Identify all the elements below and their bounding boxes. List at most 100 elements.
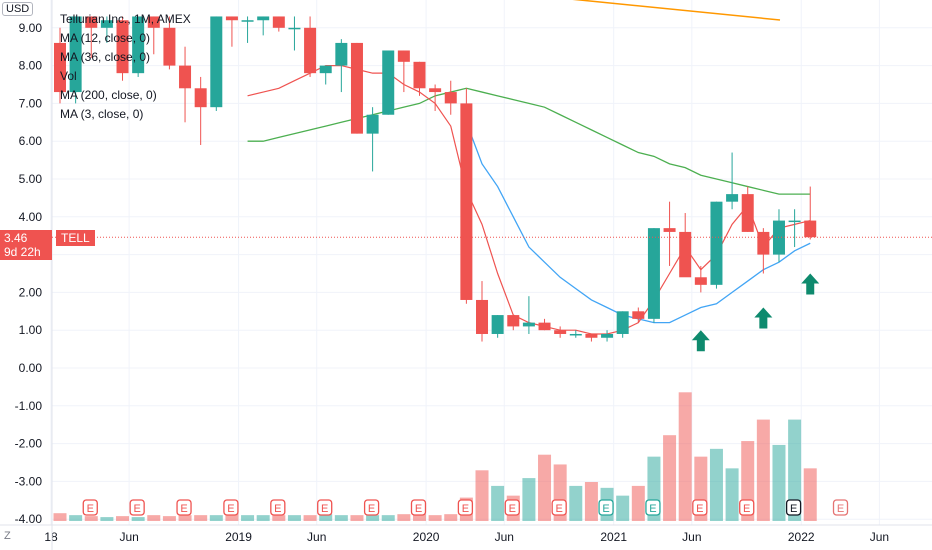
- earnings-label: E: [696, 503, 703, 515]
- volume-bar: [147, 515, 161, 521]
- volume-bar: [272, 515, 286, 521]
- bar-countdown: 9d 22h: [4, 245, 41, 259]
- earnings-marker: [82, 499, 98, 516]
- volume-bar: [444, 514, 458, 521]
- candle-body: [413, 61, 426, 89]
- candle-body: [647, 228, 660, 319]
- earnings-marker: [739, 499, 755, 516]
- volume-bar: [100, 517, 114, 521]
- y-tick-label: 8.00: [19, 59, 43, 73]
- volume-bar: [522, 478, 536, 521]
- y-tick-label: 1.00: [19, 323, 43, 337]
- y-tick-label: 4.00: [19, 210, 43, 224]
- candle-body: [491, 315, 504, 334]
- x-tick-label: Jun: [495, 530, 514, 544]
- signal-arrow: [691, 330, 710, 352]
- earnings-marker: [129, 499, 145, 516]
- earnings-label: E: [837, 503, 844, 515]
- earnings-label: E: [368, 503, 375, 515]
- candle-body: [554, 330, 567, 334]
- legend-item-ma3[interactable]: MA (3, close, 0): [60, 107, 144, 121]
- volume-bar: [412, 514, 426, 521]
- candle-body: [225, 16, 238, 21]
- legend-title: Tellurian Inc., 1M, AMEX: [60, 12, 191, 26]
- volume-bar: [538, 454, 552, 521]
- earnings-marker: [645, 499, 661, 516]
- y-tick-label: 6.00: [19, 134, 43, 148]
- volume-bar: [241, 515, 255, 521]
- volume-bar: [350, 515, 364, 521]
- z-button[interactable]: Z: [4, 530, 11, 542]
- candle-body: [460, 103, 473, 300]
- volume-bar: [225, 513, 239, 521]
- legend-item-ma12[interactable]: MA (12, close, 0): [60, 31, 151, 45]
- candle-body: [397, 50, 410, 62]
- volume-bar: [53, 513, 67, 521]
- earnings-label: E: [227, 503, 234, 515]
- candle-body: [194, 88, 207, 108]
- y-tick-label: 0.00: [19, 361, 43, 375]
- x-tick-label: Jun: [307, 530, 326, 544]
- candle-body: [319, 65, 332, 74]
- earnings-marker: [598, 499, 614, 516]
- currency-label: USD: [2, 2, 34, 16]
- volume-bar: [678, 392, 692, 521]
- candle-body: [741, 194, 754, 232]
- earnings-marker: [832, 499, 849, 516]
- candle-body: [601, 333, 614, 338]
- legend-item-ma36[interactable]: MA (36, close, 0): [60, 50, 151, 64]
- volume-bar: [709, 448, 723, 521]
- volume-bar: [116, 516, 130, 521]
- earnings-marker: [692, 499, 708, 516]
- volume-bar: [69, 515, 83, 521]
- earnings-label: E: [462, 503, 469, 515]
- earnings-marker: [785, 499, 802, 516]
- earnings-marker: [410, 499, 427, 516]
- volume-bar: [725, 468, 739, 521]
- volume-bar: [381, 515, 395, 521]
- earnings-label: E: [321, 503, 328, 515]
- volume-bar: [162, 516, 176, 521]
- volume-bar: [772, 444, 786, 521]
- ma12-line: [247, 65, 811, 335]
- candle-body: [522, 322, 535, 327]
- volume-bar: [803, 468, 817, 521]
- x-tick-label: 2020: [413, 530, 440, 544]
- symbol-tag: TELL: [56, 230, 95, 246]
- volume-bar: [303, 515, 317, 521]
- candle-body: [85, 16, 98, 28]
- volume-bar: [584, 482, 598, 521]
- x-tick-label: 2022: [788, 530, 815, 544]
- volume-bar: [366, 515, 380, 521]
- volume-bar: [491, 485, 505, 521]
- volume-bar: [631, 485, 645, 521]
- volume-bar: [334, 515, 348, 521]
- candle-body: [679, 231, 692, 278]
- chart-legend: Tellurian Inc., 1M, AMEX MA (12, close, …: [60, 10, 191, 124]
- volume-bar: [84, 516, 98, 521]
- legend-item-vol[interactable]: Vol: [60, 69, 77, 83]
- earnings-marker: [176, 499, 192, 516]
- legend-item-ma200[interactable]: MA (200, close, 0): [60, 88, 157, 102]
- y-tick-label: -1.00: [15, 399, 43, 413]
- ma36-line: [247, 87, 811, 195]
- candle-body: [429, 88, 442, 93]
- x-tick-label: Jun: [870, 530, 889, 544]
- earnings-label: E: [602, 503, 609, 515]
- volume-bar: [569, 485, 583, 521]
- candle-body: [147, 16, 160, 28]
- volume-bar: [788, 419, 802, 521]
- earnings-label: E: [180, 503, 187, 515]
- candle-body: [632, 311, 645, 319]
- x-tick-label: 2021: [600, 530, 627, 544]
- y-tick-label: 7.00: [19, 96, 43, 110]
- candle-body: [382, 50, 395, 115]
- earnings-label: E: [274, 503, 281, 515]
- volume-bar: [287, 515, 301, 521]
- x-tick-label: 18: [44, 530, 58, 544]
- earnings-marker: [270, 499, 286, 516]
- earnings-label: E: [509, 503, 516, 515]
- earnings-marker: [551, 499, 567, 516]
- y-tick-label: -3.00: [15, 474, 43, 488]
